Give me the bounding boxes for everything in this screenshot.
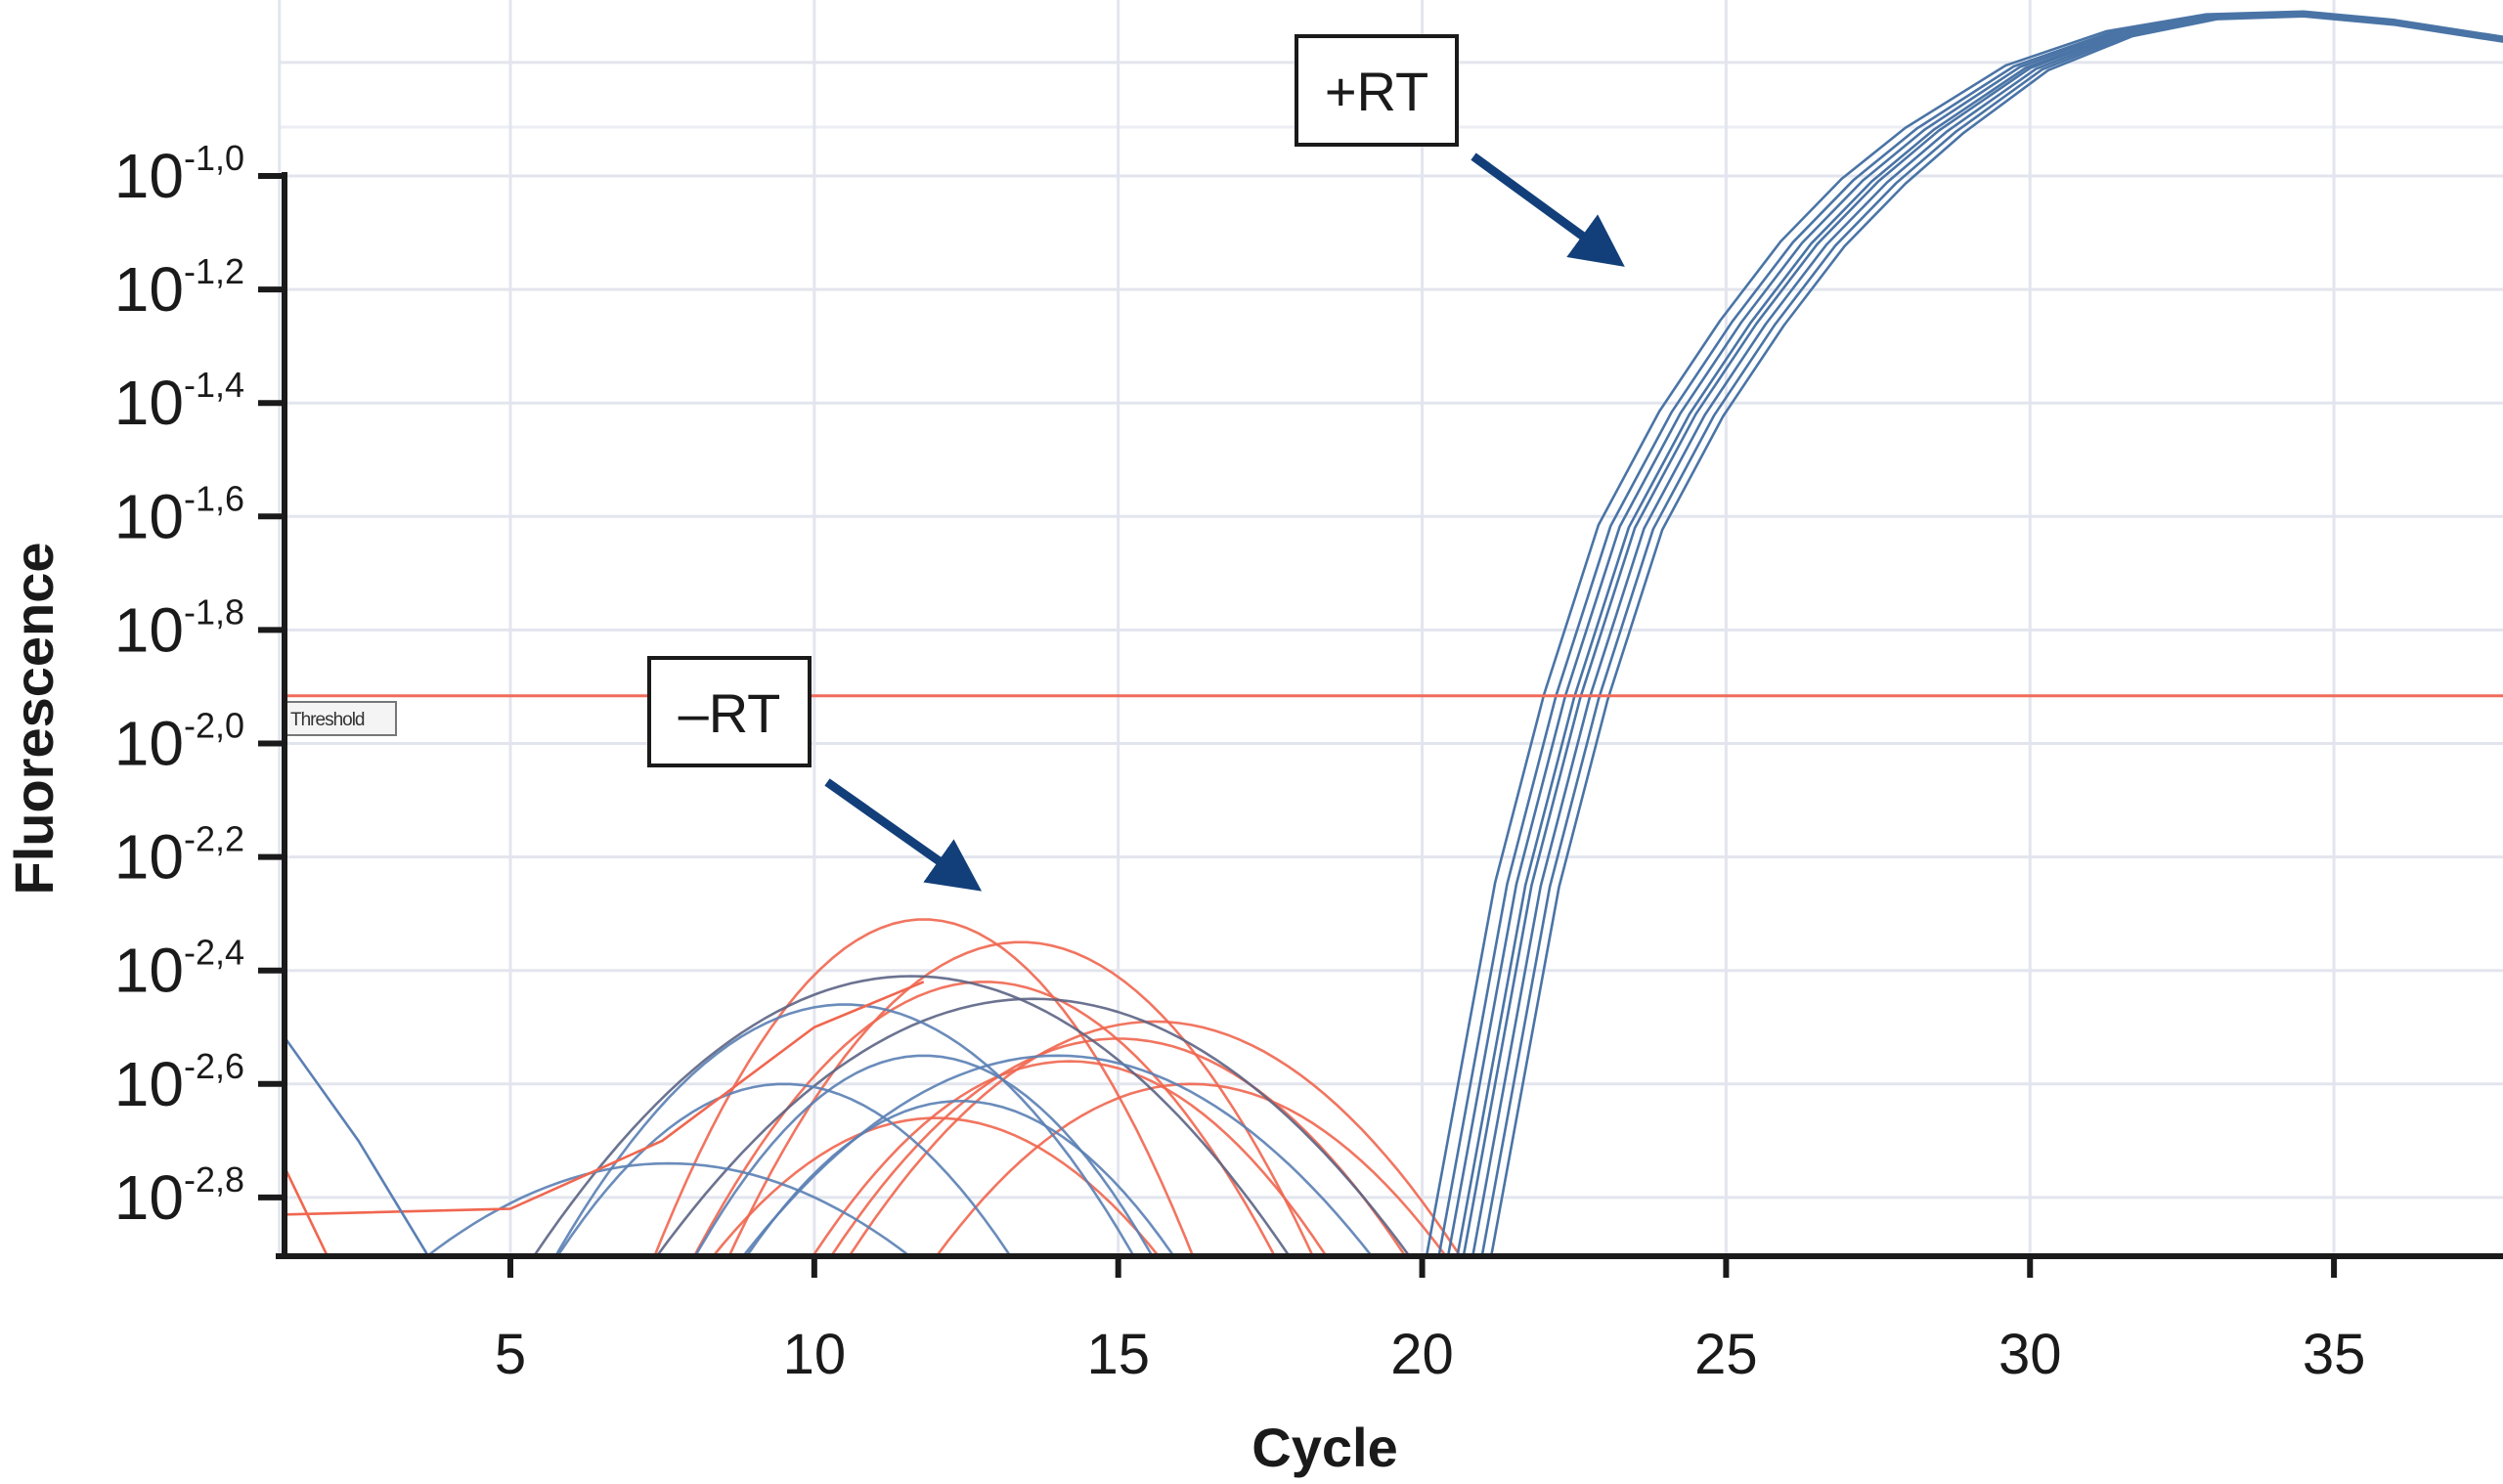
arrow-icon: [1471, 153, 1625, 267]
minus-rt-curves: [286, 918, 1461, 1254]
y-tick-label: 10-1,6: [114, 478, 244, 551]
y-tick-exponent: -1,6: [184, 478, 244, 518]
minus-rt-curve-red: [812, 1060, 1327, 1254]
minus-rt-curve-grey: [656, 997, 1410, 1254]
y-tick-exponent: -1,4: [184, 365, 244, 405]
y-tick-label: 10-2,2: [114, 819, 244, 893]
minus-rt-curve-red: [653, 918, 1194, 1254]
y-tick-label: 10-2,8: [114, 1159, 244, 1233]
x-tick-label: 30: [1998, 1323, 2062, 1386]
y-tick-label: 10-2,4: [114, 933, 244, 1006]
y-tick-base: 10: [114, 822, 184, 893]
x-tick-label: 5: [495, 1323, 526, 1386]
grid: [278, 0, 2503, 1256]
x-tick-label: 25: [1694, 1323, 1758, 1386]
y-tick-label: 10-1,2: [114, 251, 244, 325]
x-axis-title: Cycle: [1252, 1417, 1397, 1478]
x-tick-label: 35: [2303, 1323, 2366, 1386]
annotation-minus-rt-label: –RT: [679, 682, 781, 744]
y-tick-base: 10: [114, 368, 184, 438]
minus-rt-curve-red: [849, 1020, 1461, 1254]
y-tick-label: 10-2,0: [114, 706, 244, 779]
axes: 10-1,010-1,210-1,410-1,610-1,810-2,010-2…: [114, 138, 2503, 1386]
plus-rt-curve: [1456, 12, 2503, 1254]
y-tick-exponent: -1,8: [184, 591, 244, 632]
minus-rt-curve-blue: [694, 1054, 1153, 1254]
minus-rt-curve-blue: [556, 1082, 1011, 1254]
plus-rt-curve: [1480, 14, 2503, 1254]
arrow-icon: [824, 778, 983, 892]
minus-rt-curve-blue: [742, 1054, 1373, 1254]
annotation-plus-rt: +RT: [1295, 34, 1625, 267]
y-axis-title: Fluorescence: [3, 542, 65, 895]
x-tick-label: 10: [783, 1323, 847, 1386]
minus-rt-curve-red: [728, 940, 1314, 1254]
threshold-label-text: Threshold: [290, 710, 365, 730]
y-tick-base: 10: [114, 709, 184, 779]
minus-rt-curve-red: [286, 1168, 329, 1254]
plus-rt-curves: [1426, 10, 2503, 1254]
minus-rt-curve-blue: [427, 1161, 909, 1254]
y-tick-base: 10: [114, 1049, 184, 1119]
minus-rt-curve-red: [693, 981, 1276, 1254]
plus-rt-curve: [1490, 15, 2503, 1254]
annotation-plus-rt-label: +RT: [1325, 61, 1428, 122]
plus-rt-curve: [1447, 12, 2503, 1254]
annotation-minus-rt: –RT: [647, 656, 983, 892]
plus-rt-curve: [1437, 11, 2503, 1254]
y-tick-exponent: -2,4: [184, 933, 244, 973]
x-tick-label: 15: [1086, 1323, 1150, 1386]
y-tick-base: 10: [114, 254, 184, 325]
y-tick-label: 10-1,8: [114, 591, 244, 665]
y-tick-base: 10: [114, 594, 184, 665]
y-tick-base: 10: [114, 936, 184, 1006]
minus-rt-curve-red: [936, 1082, 1446, 1254]
minus-rt-curve-grey: [533, 975, 1290, 1254]
minus-rt-curve-blue: [286, 1037, 429, 1254]
y-tick-exponent: -2,6: [184, 1046, 244, 1086]
y-tick-base: 10: [114, 1162, 184, 1233]
y-tick-base: 10: [114, 141, 184, 211]
y-tick-label: 10-2,6: [114, 1046, 244, 1119]
y-tick-exponent: -1,0: [184, 138, 244, 178]
y-tick-exponent: -2,8: [184, 1159, 244, 1200]
y-tick-label: 10-1,0: [114, 138, 244, 211]
threshold-label: Threshold: [285, 701, 397, 736]
y-tick-base: 10: [114, 481, 184, 551]
minus-rt-curve-blue: [554, 1003, 1134, 1254]
minus-rt-curve-red: [286, 981, 925, 1216]
x-tick-label: 20: [1390, 1323, 1454, 1386]
y-tick-label: 10-1,4: [114, 365, 244, 438]
y-tick-exponent: -1,2: [184, 251, 244, 291]
y-tick-exponent: -2,0: [184, 706, 244, 746]
y-tick-exponent: -2,2: [184, 819, 244, 859]
minus-rt-curve-red: [713, 1116, 1160, 1254]
plus-rt-curve: [1426, 10, 2503, 1254]
